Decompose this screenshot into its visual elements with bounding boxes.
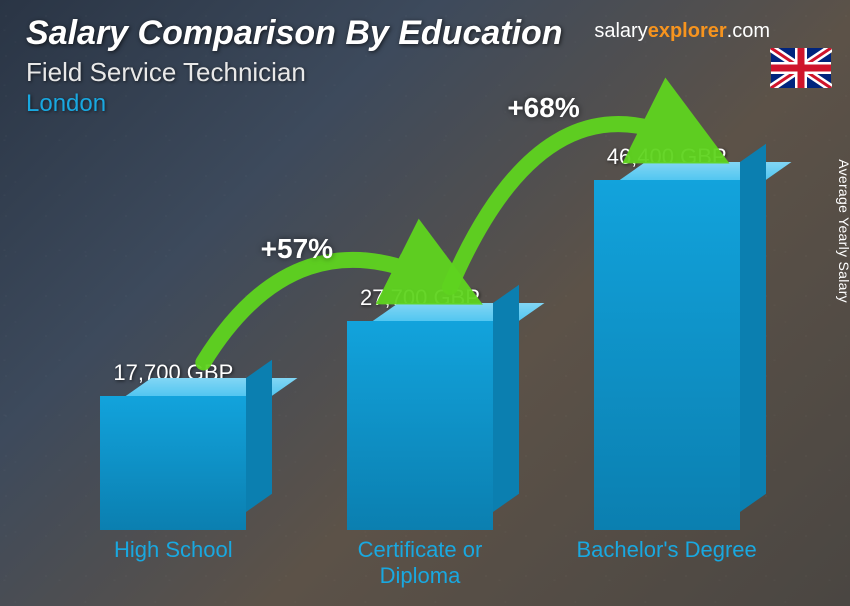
y-axis-label: Average Yearly Salary xyxy=(836,159,850,303)
bar-side-face xyxy=(740,144,766,512)
brand-tld: .com xyxy=(727,20,770,42)
bar-front-face xyxy=(347,321,493,530)
bar-3d xyxy=(100,396,246,530)
bar-group: 27,700 GBP xyxy=(320,285,520,530)
chart-subtitle: Field Service Technician xyxy=(26,57,824,88)
category-label: Certificate or Diploma xyxy=(320,537,520,588)
bar-group: 46,400 GBP xyxy=(567,144,767,530)
uk-flag-icon xyxy=(770,48,832,88)
category-labels: High School Certificate or Diploma Bachelo… xyxy=(50,537,790,588)
chart-location: London xyxy=(26,90,824,118)
bar-3d xyxy=(594,180,740,530)
bar-front-face xyxy=(594,180,740,530)
bars-container: 17,700 GBP 27,700 GBP 46,400 GBP xyxy=(50,120,790,530)
bar-front-face xyxy=(100,396,246,530)
bar-chart: 17,700 GBP 27,700 GBP 46,400 GBP High Sc… xyxy=(50,120,790,588)
bar-side-face xyxy=(246,360,272,512)
bar-side-face xyxy=(493,285,519,512)
category-label: Bachelor's Degree xyxy=(567,537,767,588)
bar-3d xyxy=(347,321,493,530)
brand-suffix: explorer xyxy=(648,20,727,42)
bar-group: 17,700 GBP xyxy=(73,360,273,530)
brand-logo: salaryexplorer.com xyxy=(594,20,770,43)
category-label: High School xyxy=(73,537,273,588)
brand-prefix: salary xyxy=(594,20,647,42)
